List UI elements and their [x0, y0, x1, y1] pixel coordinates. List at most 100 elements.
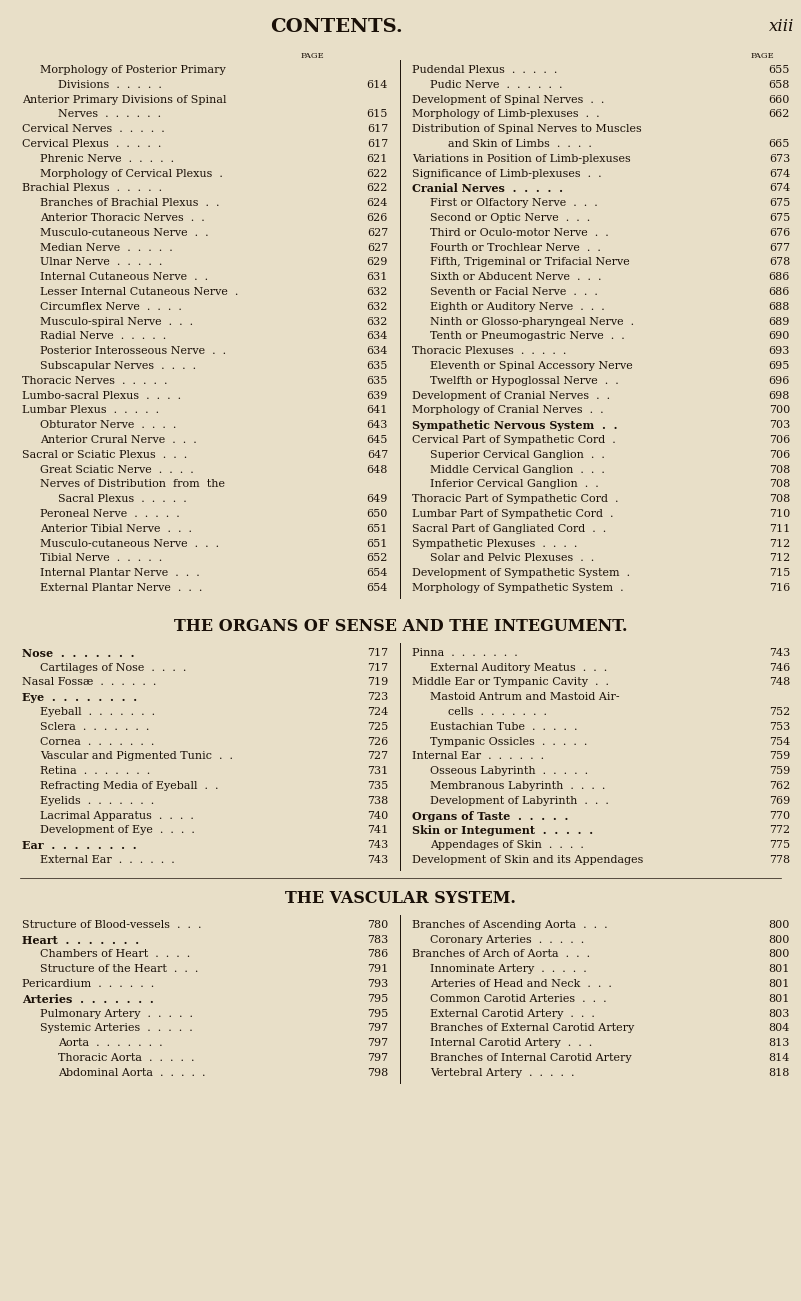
Text: Cervical Nerves  .  .  .  .  .: Cervical Nerves . . . . .	[22, 124, 165, 134]
Text: 686: 686	[769, 288, 790, 297]
Text: Tibial Nerve  .  .  .  .  .: Tibial Nerve . . . . .	[40, 553, 163, 563]
Text: Eighth or Auditory Nerve  .  .  .: Eighth or Auditory Nerve . . .	[430, 302, 605, 312]
Text: 780: 780	[367, 920, 388, 930]
Text: 665: 665	[769, 139, 790, 150]
Text: Middle Ear or Tympanic Cavity  .  .: Middle Ear or Tympanic Cavity . .	[412, 678, 609, 687]
Text: Subscapular Nerves  .  .  .  .: Subscapular Nerves . . . .	[40, 360, 196, 371]
Text: 725: 725	[367, 722, 388, 731]
Text: Pudic Nerve  .  .  .  .  .  .: Pudic Nerve . . . . . .	[430, 79, 562, 90]
Text: Mastoid Antrum and Mastoid Air-: Mastoid Antrum and Mastoid Air-	[430, 692, 620, 703]
Text: 748: 748	[769, 678, 790, 687]
Text: Pericardium  .  .  .  .  .  .: Pericardium . . . . . .	[22, 978, 155, 989]
Text: 708: 708	[769, 464, 790, 475]
Text: 752: 752	[769, 706, 790, 717]
Text: 772: 772	[769, 825, 790, 835]
Text: Sympathetic Plexuses  .  .  .  .: Sympathetic Plexuses . . . .	[412, 539, 578, 549]
Text: Median Nerve  .  .  .  .  .: Median Nerve . . . . .	[40, 242, 173, 252]
Text: Chambers of Heart  .  .  .  .: Chambers of Heart . . . .	[40, 950, 191, 959]
Text: Nerves of Distribution  from  the: Nerves of Distribution from the	[40, 479, 225, 489]
Text: 708: 708	[769, 479, 790, 489]
Text: Twelfth or Hypoglossal Nerve  .  .: Twelfth or Hypoglossal Nerve . .	[430, 376, 618, 386]
Text: 693: 693	[769, 346, 790, 356]
Text: 719: 719	[367, 678, 388, 687]
Text: Refracting Media of Eyeball  .  .: Refracting Media of Eyeball . .	[40, 781, 219, 791]
Text: 690: 690	[769, 332, 790, 341]
Text: 741: 741	[367, 825, 388, 835]
Text: 710: 710	[769, 509, 790, 519]
Text: Vascular and Pigmented Tunic  .  .: Vascular and Pigmented Tunic . .	[40, 752, 233, 761]
Text: 743: 743	[769, 648, 790, 658]
Text: Development of Skin and its Appendages: Development of Skin and its Appendages	[412, 855, 643, 865]
Text: Eustachian Tube  .  .  .  .  .: Eustachian Tube . . . . .	[430, 722, 578, 731]
Text: Branches of Internal Carotid Artery: Branches of Internal Carotid Artery	[430, 1053, 632, 1063]
Text: 634: 634	[367, 346, 388, 356]
Text: 795: 795	[367, 994, 388, 1004]
Text: Solar and Pelvic Plexuses  .  .: Solar and Pelvic Plexuses . .	[430, 553, 594, 563]
Text: Vertebral Artery  .  .  .  .  .: Vertebral Artery . . . . .	[430, 1068, 574, 1077]
Text: 740: 740	[367, 811, 388, 821]
Text: Musculo-spiral Nerve  .  .  .: Musculo-spiral Nerve . . .	[40, 316, 193, 327]
Text: Third or Oculo-motor Nerve  .  .: Third or Oculo-motor Nerve . .	[430, 228, 609, 238]
Text: Pudendal Plexus  .  .  .  .  .: Pudendal Plexus . . . . .	[412, 65, 557, 75]
Text: 775: 775	[769, 840, 790, 850]
Text: 717: 717	[367, 662, 388, 673]
Text: 643: 643	[367, 420, 388, 431]
Text: Ulnar Nerve  .  .  .  .  .: Ulnar Nerve . . . . .	[40, 258, 163, 268]
Text: 621: 621	[367, 154, 388, 164]
Text: 658: 658	[769, 79, 790, 90]
Text: Development of Cranial Nerves  .  .: Development of Cranial Nerves . .	[412, 390, 610, 401]
Text: xiii: xiii	[769, 18, 795, 35]
Text: THE VASCULAR SYSTEM.: THE VASCULAR SYSTEM.	[285, 890, 516, 907]
Text: Organs of Taste  .  .  .  .  .: Organs of Taste . . . . .	[412, 811, 569, 822]
Text: Cartilages of Nose  .  .  .  .: Cartilages of Nose . . . .	[40, 662, 187, 673]
Text: Anterior Crural Nerve  .  .  .: Anterior Crural Nerve . . .	[40, 435, 197, 445]
Text: Morphology of Limb-plexuses  .  .: Morphology of Limb-plexuses . .	[412, 109, 600, 120]
Text: 614: 614	[367, 79, 388, 90]
Text: Retina  .  .  .  .  .  .  .: Retina . . . . . . .	[40, 766, 151, 777]
Text: 743: 743	[367, 855, 388, 865]
Text: 726: 726	[367, 736, 388, 747]
Text: Phrenic Nerve  .  .  .  .  .: Phrenic Nerve . . . . .	[40, 154, 174, 164]
Text: 715: 715	[769, 569, 790, 578]
Text: 700: 700	[769, 406, 790, 415]
Text: Morphology of Posterior Primary: Morphology of Posterior Primary	[40, 65, 226, 75]
Text: Fifth, Trigeminal or Trifacial Nerve: Fifth, Trigeminal or Trifacial Nerve	[430, 258, 630, 268]
Text: Anterior Thoracic Nerves  .  .: Anterior Thoracic Nerves . .	[40, 213, 205, 222]
Text: Lumbo-sacral Plexus  .  .  .  .: Lumbo-sacral Plexus . . . .	[22, 390, 181, 401]
Text: Pulmonary Artery  .  .  .  .  .: Pulmonary Artery . . . . .	[40, 1008, 193, 1019]
Text: Tenth or Pneumogastric Nerve  .  .: Tenth or Pneumogastric Nerve . .	[430, 332, 625, 341]
Text: 708: 708	[769, 494, 790, 505]
Text: 711: 711	[769, 524, 790, 533]
Text: 762: 762	[769, 781, 790, 791]
Text: Nerves  .  .  .  .  .  .: Nerves . . . . . .	[58, 109, 161, 120]
Text: 617: 617	[367, 124, 388, 134]
Text: Anterior Tibial Nerve  .  .  .: Anterior Tibial Nerve . . .	[40, 524, 192, 533]
Text: Divisions  .  .  .  .  .: Divisions . . . . .	[58, 79, 162, 90]
Text: 743: 743	[367, 840, 388, 850]
Text: 712: 712	[769, 553, 790, 563]
Text: Nasal Fossæ  .  .  .  .  .  .: Nasal Fossæ . . . . . .	[22, 678, 156, 687]
Text: 645: 645	[367, 435, 388, 445]
Text: Branches of Ascending Aorta  .  .  .: Branches of Ascending Aorta . . .	[412, 920, 608, 930]
Text: Branches of External Carotid Artery: Branches of External Carotid Artery	[430, 1024, 634, 1033]
Text: Musculo-cutaneous Nerve  .  .: Musculo-cutaneous Nerve . .	[40, 228, 208, 238]
Text: 678: 678	[769, 258, 790, 268]
Text: First or Olfactory Nerve  .  .  .: First or Olfactory Nerve . . .	[430, 198, 598, 208]
Text: Osseous Labyrinth  .  .  .  .  .: Osseous Labyrinth . . . . .	[430, 766, 588, 777]
Text: PAGE: PAGE	[300, 52, 324, 60]
Text: Arteries  .  .  .  .  .  .  .: Arteries . . . . . . .	[22, 994, 154, 1004]
Text: 650: 650	[367, 509, 388, 519]
Text: Cranial Nerves  .  .  .  .  .: Cranial Nerves . . . . .	[412, 183, 563, 194]
Text: Musculo-cutaneous Nerve  .  .  .: Musculo-cutaneous Nerve . . .	[40, 539, 219, 549]
Text: 696: 696	[769, 376, 790, 386]
Text: 800: 800	[769, 950, 790, 959]
Text: Middle Cervical Ganglion  .  .  .: Middle Cervical Ganglion . . .	[430, 464, 605, 475]
Text: 627: 627	[367, 242, 388, 252]
Text: Sixth or Abducent Nerve  .  .  .: Sixth or Abducent Nerve . . .	[430, 272, 602, 282]
Text: 735: 735	[367, 781, 388, 791]
Text: 795: 795	[367, 1008, 388, 1019]
Text: Development of Spinal Nerves  .  .: Development of Spinal Nerves . .	[412, 95, 605, 104]
Text: Lacrimal Apparatus  .  .  .  .: Lacrimal Apparatus . . . .	[40, 811, 194, 821]
Text: Thoracic Plexuses  .  .  .  .  .: Thoracic Plexuses . . . . .	[412, 346, 566, 356]
Text: Radial Nerve  .  .  .  .  .: Radial Nerve . . . . .	[40, 332, 167, 341]
